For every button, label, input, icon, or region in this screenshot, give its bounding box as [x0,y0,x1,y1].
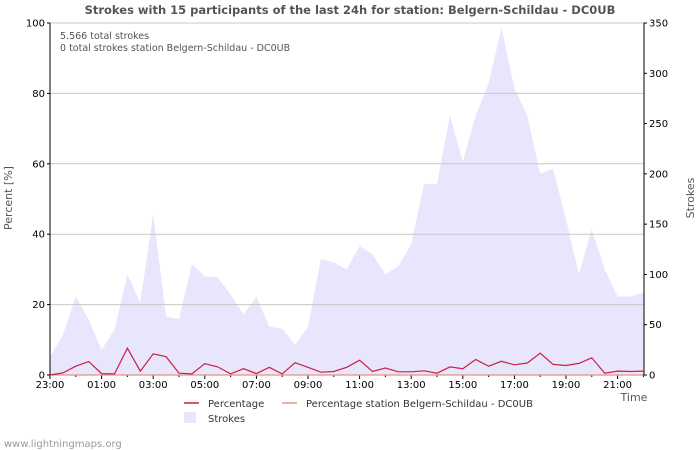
x-tick-labels: 23:00 01:00 03:00 05:00 07:00 09:00 11:00 13:00… [36,380,632,391]
x-tick-label-0500: 05:00 [190,380,219,391]
legend: Percentage Percentage station Belgern-Sc… [184,399,533,425]
legend-label-percentage: Percentage [208,399,264,410]
x-tick-label-2300: 23:00 [36,380,65,391]
percentage-lines-layer [49,346,644,376]
y-tick-label-left-20: 20 [32,300,45,311]
chart-title: Strokes with 15 participants of the last… [85,3,616,17]
footer-source: www.lightningmaps.org [4,439,122,450]
x-tick-label-0700: 07:00 [242,380,271,391]
x-tick-label-1700: 17:00 [500,380,529,391]
y-tick-label-right-0: 0 [649,371,655,382]
y-tick-label-left-60: 60 [32,159,45,170]
x-tick-label-0100: 01:00 [87,380,116,391]
y-tick-label-right-350: 350 [649,19,668,30]
strokes-area [50,28,644,375]
y-tick-label-left-80: 80 [32,89,45,100]
y-tick-label-right-250: 250 [649,119,668,130]
y-tick-label-right-50: 50 [649,320,662,331]
gridlines [50,22,644,306]
y-tick-labels-right: 0 50 100 150 200 250 300 350 [649,19,668,382]
y-tick-label-right-100: 100 [649,270,668,281]
x-tick-label-2100: 21:00 [603,380,632,391]
y-tick-label-left-40: 40 [32,230,45,241]
x-tick-label-1500: 15:00 [448,380,477,391]
x-tick-label-0900: 09:00 [294,380,323,391]
x-axis-label: Time [620,391,648,404]
y-tick-label-right-150: 150 [649,220,668,231]
annotation-station-strokes: 0 total strokes station Belgern-Schildau… [60,43,290,54]
legend-swatch-strokes [184,412,196,423]
annotation-total-strokes: 5.566 total strokes [60,31,149,42]
x-tick-label-1100: 11:00 [345,380,374,391]
x-tick-label-1900: 19:00 [552,380,581,391]
y-tick-labels-left: 0 20 40 60 80 100 [26,19,45,382]
legend-label-strokes: Strokes [208,414,245,425]
y-tick-label-left-0: 0 [39,371,45,382]
y-tick-label-right-300: 300 [649,69,668,80]
strokes-area-layer [50,28,644,375]
percentage-line [49,346,644,376]
y-axis-label-right: Strokes [684,177,697,218]
x-tick-label-0300: 03:00 [139,380,168,391]
legend-label-percentage-station: Percentage station Belgern-Schildau - DC… [306,399,533,410]
y-axis-label-left: Percent [%] [2,166,15,230]
y-tick-label-left-100: 100 [26,19,45,30]
y-tick-label-right-200: 200 [649,169,668,180]
x-tick-label-1300: 13:00 [397,380,426,391]
